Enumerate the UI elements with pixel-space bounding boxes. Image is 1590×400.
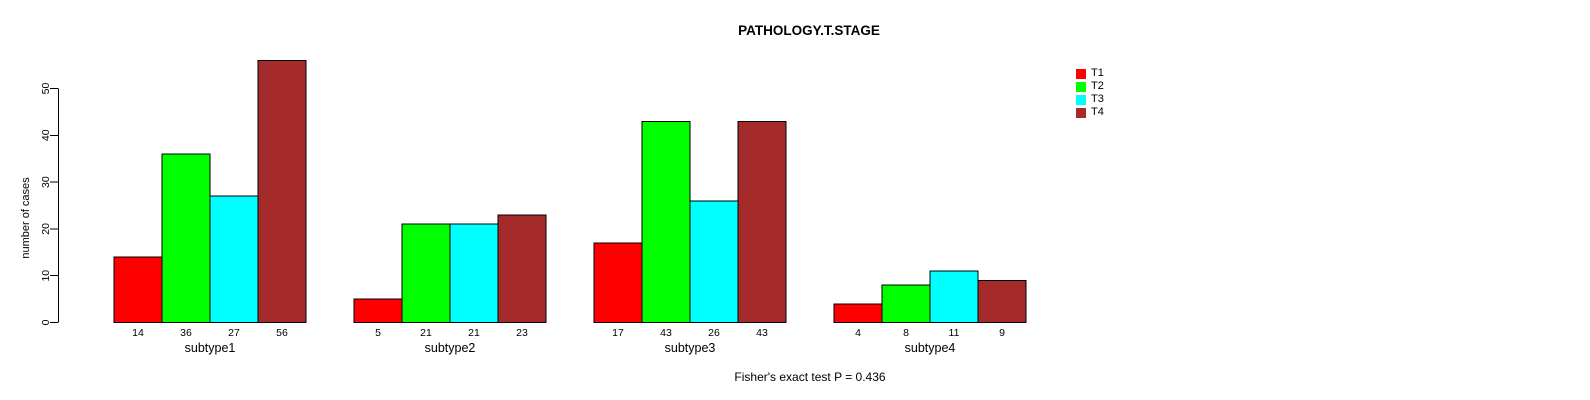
bar-value-subtype2-t3: 21 [468, 327, 480, 339]
bar-subtype3-t4 [737, 120, 787, 324]
y-axis-tick-label: 40 [40, 129, 52, 141]
x-category-label-subtype1: subtype1 [185, 341, 236, 355]
y-axis-tick-label: 20 [40, 223, 52, 235]
bar-value-subtype3-t1: 17 [612, 327, 624, 339]
legend-item-t2: T2 [1076, 80, 1104, 93]
bar-value-subtype4-t1: 4 [855, 327, 861, 339]
legend-swatch-t3 [1076, 94, 1086, 105]
legend-swatch-t4 [1076, 107, 1086, 118]
x-category-label-subtype3: subtype3 [665, 341, 716, 355]
bar-subtype3-t2 [641, 120, 691, 324]
y-axis-tick-label: 10 [40, 270, 52, 282]
bar-value-subtype1-t4: 56 [276, 327, 288, 339]
bar-value-subtype2-t2: 21 [420, 327, 432, 339]
bar-value-subtype4-t3: 11 [949, 327, 960, 339]
bar-subtype3-t3 [689, 200, 739, 324]
y-axis-tick-label: 50 [40, 83, 52, 95]
bar-subtype4-t4 [977, 279, 1027, 324]
legend-item-t4: T4 [1076, 106, 1104, 119]
bar-subtype1-t4 [257, 59, 307, 323]
bar-subtype2-t4 [497, 214, 547, 323]
bar-subtype4-t1 [833, 303, 883, 323]
fisher-test-annotation: Fisher's exact test P = 0.436 [734, 370, 886, 384]
legend-item-t1: T1 [1076, 67, 1104, 80]
x-category-label-subtype2: subtype2 [425, 341, 476, 355]
bar-value-subtype1-t2: 36 [180, 327, 192, 339]
legend-swatch-t2 [1076, 81, 1086, 92]
bar-subtype1-t2 [161, 153, 211, 323]
bar-value-subtype3-t4: 43 [756, 327, 768, 339]
bar-value-subtype2-t1: 5 [375, 327, 381, 339]
bar-value-subtype3-t3: 26 [708, 327, 720, 339]
chart-title: PATHOLOGY.T.STAGE [738, 23, 880, 38]
legend-label-t4: T4 [1091, 106, 1104, 118]
bar-subtype3-t1 [593, 242, 643, 323]
bar-subtype2-t1 [353, 298, 403, 324]
legend-item-t3: T3 [1076, 93, 1104, 106]
y-axis-title: number of cases [20, 177, 32, 259]
bar-value-subtype4-t2: 8 [903, 327, 909, 339]
legend-label-t2: T2 [1091, 80, 1104, 92]
x-category-label-subtype4: subtype4 [905, 341, 956, 355]
bar-subtype4-t2 [881, 284, 931, 323]
bar-subtype2-t3 [449, 223, 499, 323]
bar-value-subtype1-t1: 14 [132, 327, 144, 339]
bar-value-subtype1-t3: 27 [228, 327, 240, 339]
bar-subtype2-t2 [401, 223, 451, 323]
bar-subtype4-t3 [929, 270, 979, 323]
legend-label-t1: T1 [1091, 67, 1104, 79]
legend: T1 T2 T3 T4 [1076, 67, 1104, 119]
legend-swatch-t1 [1076, 68, 1086, 79]
bar-value-subtype3-t2: 43 [660, 327, 672, 339]
bar-value-subtype2-t4: 23 [516, 327, 528, 339]
bar-value-subtype4-t4: 9 [999, 327, 1005, 339]
legend-label-t3: T3 [1091, 93, 1104, 105]
y-axis-tick-label: 30 [40, 176, 52, 188]
bar-subtype1-t1 [113, 256, 163, 324]
bar-subtype1-t3 [209, 195, 259, 323]
y-axis-tick-label: 0 [40, 319, 52, 325]
